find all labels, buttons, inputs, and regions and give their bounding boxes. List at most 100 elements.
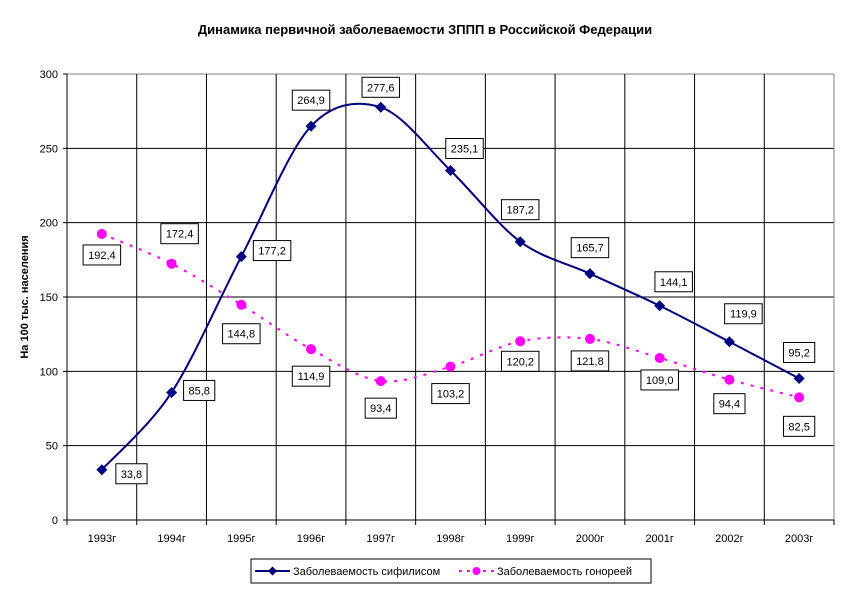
data-label-text: 165,7 [576,243,604,255]
data-point-diamond [584,268,596,280]
data-label-box [160,223,199,245]
data-label-text: 144,8 [228,329,256,341]
data-label-box [431,383,470,405]
data-label-text: 192,4 [88,250,116,262]
data-label: 121,8 [570,350,610,372]
data-label-box [222,323,261,345]
data-labels: 33,8 85,8 177,2 264,9 277,6 235,1 187,2 165,7 14… [82,76,816,485]
data-label-text: 93,4 [370,403,391,415]
data-point-diamond [723,336,735,348]
data-point-circle [794,392,805,403]
data-point-circle [236,299,247,310]
data-label: 192,4 [82,244,122,266]
legend-box [250,558,652,584]
data-label-box [640,369,679,391]
legend-diamond-marker-icon [268,566,277,576]
y-tick-label: 300 [40,69,58,81]
data-label: 277,6 [361,76,401,98]
data-label-box [183,379,216,401]
data-label-box [500,350,540,372]
data-label-box [82,244,122,266]
legend-item-syphilis: Заболеваемость сифилисом [255,566,440,578]
data-label-text: 94,4 [719,399,740,411]
y-axis-label: На 100 тыс. населения [19,235,31,358]
axes: 0 50 100 150 200 250 300 1993г 1994г 1995г 1996г 19… [40,69,835,545]
chart-title: Динамика первичной заболеваемости ЗППП в… [198,22,652,37]
legend-label-gonorrhea: Заболеваемость гонореей [497,566,632,578]
data-label: 144,8 [222,323,261,345]
x-tick-label: 1996г [297,533,325,545]
data-label-text: 109,0 [646,375,674,387]
x-tick-label: 1995г [227,533,255,545]
data-label: 177,2 [252,240,292,262]
data-point-circle [306,344,317,355]
data-label-box [724,303,763,325]
legend-circle-marker-icon [472,567,481,575]
data-point-diamond [375,101,387,113]
x-tick-label: 1993г [88,533,116,545]
data-label: 85,8 [183,379,216,401]
data-label: 109,0 [640,369,679,391]
data-point-circle [445,361,456,372]
data-point-diamond [793,372,805,384]
data-label: 235,1 [445,137,484,159]
data-label-box [783,341,816,363]
data-point-circle [96,228,107,239]
x-tick-label: 1994г [157,533,185,545]
data-label: 119,9 [724,303,763,325]
data-point-circle [166,258,177,269]
data-label: 95,2 [783,341,816,363]
data-label-text: 82,5 [788,421,809,433]
data-point-diamond [166,386,178,398]
data-label-box [713,393,746,415]
y-tick-label: 200 [40,218,58,230]
data-label-text: 121,8 [576,356,604,368]
data-label-text: 85,8 [188,385,209,397]
data-label: 94,4 [713,393,746,415]
data-label-box [654,271,693,293]
data-label-text: 235,1 [451,143,479,155]
y-tick-label: 100 [40,366,58,378]
data-label: 264,9 [291,89,331,111]
y-tick-label: 0 [52,515,58,527]
data-label: 120,2 [500,350,540,372]
data-point-diamond [445,164,456,176]
data-label: 187,2 [500,199,540,221]
legend: Заболеваемость сифилисом Заболеваемость … [250,558,652,584]
data-label-text: 120,2 [506,356,534,368]
data-label-text: 264,9 [297,95,325,107]
data-label-box [252,240,292,262]
data-label-box [570,350,610,372]
data-point-diamond [305,120,317,132]
legend-item-gonorrhea: Заболеваемость гонореей [459,566,632,578]
x-tick-label: 1997г [367,533,395,545]
data-point-diamond [235,251,247,263]
data-label-box [500,199,540,221]
data-label-box [364,397,397,419]
x-tick-label: 2003г [785,533,813,545]
data-label: 33,8 [115,463,148,485]
data-label-text: 95,2 [788,347,809,359]
data-label: 82,5 [783,415,816,437]
x-tick-label: 2001г [645,533,673,545]
data-point-circle [375,376,386,387]
y-tick-label: 250 [40,143,58,155]
data-label-box [291,365,331,387]
data-label: 93,4 [364,397,397,419]
data-label-box [783,415,816,437]
data-label-box [570,237,610,259]
series-gonorrhea [96,228,805,403]
data-point-diamond [96,464,108,476]
y-tick-label: 50 [46,441,58,453]
data-label-box [445,137,484,159]
data-point-diamond [654,300,666,312]
x-tick-label: 2002г [715,533,743,545]
data-label: 172,4 [160,223,199,245]
x-tick-label: 1999г [506,533,534,545]
data-label: 165,7 [570,237,610,259]
data-label-text: 277,6 [367,82,395,94]
data-label-text: 144,1 [660,277,688,289]
data-label: 114,9 [291,365,331,387]
data-label-text: 119,9 [730,309,757,321]
data-point-diamond [514,236,526,248]
